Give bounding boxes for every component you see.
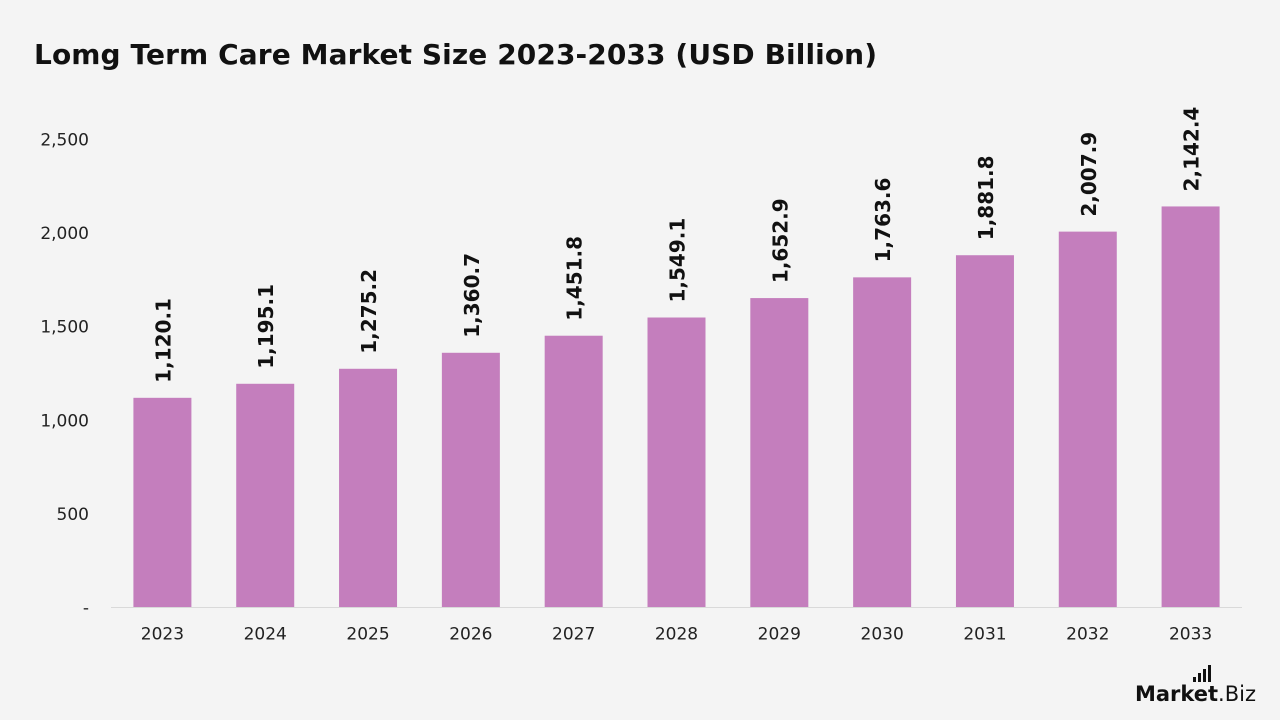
bar-2027 <box>544 335 603 608</box>
data-label-2030: 1,763.6 <box>871 178 895 263</box>
bar-2032 <box>1058 231 1117 608</box>
x-tick-label-2029: 2029 <box>758 625 801 645</box>
bar-2028 <box>647 317 706 608</box>
data-label-2031: 1,881.8 <box>974 155 998 240</box>
bar-2031 <box>955 255 1014 608</box>
data-label-2029: 1,652.9 <box>768 198 792 283</box>
x-tick-label-2030: 2030 <box>861 625 904 645</box>
y-axis: - 500 1,000 1,500 2,000 2,500 <box>40 131 89 619</box>
x-tick-label-2028: 2028 <box>655 625 698 645</box>
data-label-2027: 1,451.8 <box>563 236 587 321</box>
market-biz-logo: Market .Biz <box>1134 665 1256 706</box>
data-labels: 1,120.1 1,195.1 1,275.2 1,360.7 1,451.8 1,549… <box>151 107 1203 383</box>
x-tick-label-2027: 2027 <box>552 625 595 645</box>
bar-2025 <box>339 368 398 608</box>
bar-2029 <box>750 298 809 608</box>
y-tick-label: 2,000 <box>40 224 89 244</box>
bar-2033 <box>1161 206 1220 608</box>
x-tick-label-2026: 2026 <box>449 625 492 645</box>
x-tick-label-2023: 2023 <box>141 625 184 645</box>
x-tick-label-2025: 2025 <box>346 625 389 645</box>
x-tick-label-2032: 2032 <box>1066 625 1109 645</box>
data-label-2028: 1,549.1 <box>666 218 690 303</box>
bar-2024 <box>236 383 295 608</box>
x-tick-label-2031: 2031 <box>963 625 1006 645</box>
x-tick-label-2024: 2024 <box>244 625 287 645</box>
logo-name: Market <box>1134 682 1219 706</box>
y-tick-label: 1,500 <box>40 318 89 338</box>
y-tick-label: 1,000 <box>40 411 89 431</box>
logo-suffix: .Biz <box>1218 682 1256 706</box>
bar-2030 <box>853 277 912 608</box>
y-tick-label: - <box>83 599 89 619</box>
data-label-2033: 2,142.4 <box>1180 107 1204 192</box>
data-label-2026: 1,360.7 <box>460 253 484 338</box>
data-label-2025: 1,275.2 <box>357 269 381 354</box>
chart-title: Lomg Term Care Market Size 2023-2033 (US… <box>34 38 878 71</box>
y-tick-label: 2,500 <box>40 131 89 151</box>
bars <box>133 206 1220 608</box>
bar-2026 <box>441 352 500 608</box>
signal-bars-icon <box>1192 665 1211 682</box>
x-axis: 2023 2024 2025 2026 2027 2028 2029 2030 2031 2032… <box>111 607 1242 645</box>
x-tick-label-2033: 2033 <box>1169 625 1212 645</box>
y-tick-label: 500 <box>57 505 89 525</box>
data-label-2024: 1,195.1 <box>254 284 278 369</box>
data-label-2023: 1,120.1 <box>151 298 175 383</box>
data-label-2032: 2,007.9 <box>1077 132 1101 217</box>
bar-2023 <box>133 397 192 608</box>
